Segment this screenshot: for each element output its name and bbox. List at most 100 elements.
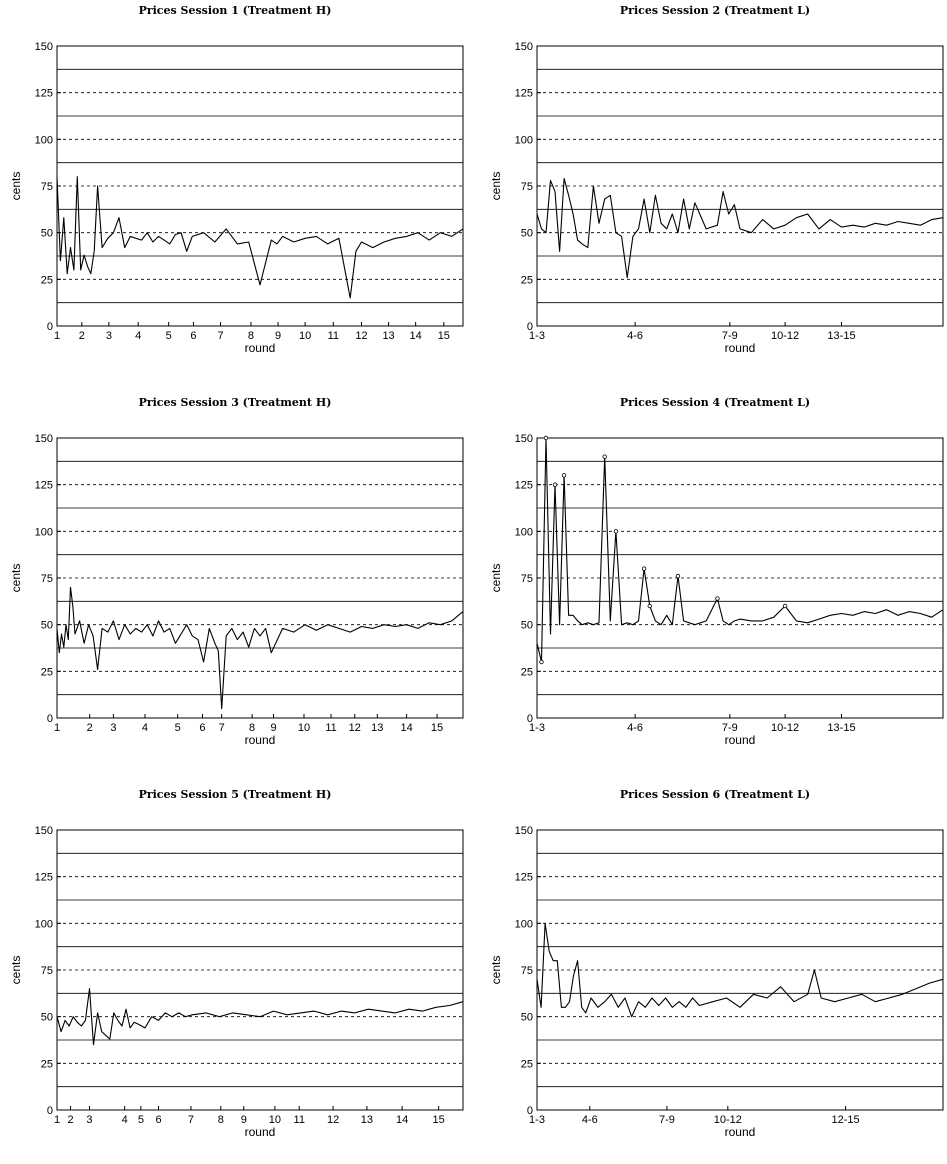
chart-title: Prices Session 3 (Treatment H) bbox=[138, 396, 332, 409]
data-point bbox=[543, 435, 549, 441]
x-tick-label: 13-15 bbox=[827, 330, 855, 342]
x-tick-label: 3 bbox=[106, 330, 112, 342]
y-axis-label: cents bbox=[489, 172, 503, 201]
x-tick-label: 14 bbox=[400, 722, 412, 734]
series-line bbox=[536, 177, 944, 279]
x-tick-label: 4 bbox=[142, 722, 148, 734]
y-tick-label: 25 bbox=[521, 1058, 533, 1070]
chart-title: Prices Session 1 (Treatment H) bbox=[138, 4, 332, 17]
series-line bbox=[536, 437, 944, 663]
x-tick-label: 4-6 bbox=[627, 330, 643, 342]
x-tick-label: 2 bbox=[87, 722, 93, 734]
y-tick-label: 100 bbox=[515, 134, 533, 146]
y-tick-label: 150 bbox=[515, 433, 533, 445]
x-tick-label: 6 bbox=[155, 1114, 161, 1126]
x-axis-label: round bbox=[245, 341, 276, 355]
y-tick-label: 25 bbox=[41, 274, 53, 286]
y-tick-label: 100 bbox=[35, 134, 53, 146]
y-tick-label: 150 bbox=[515, 825, 533, 837]
x-tick-label: 5 bbox=[138, 1114, 144, 1126]
y-tick-label: 0 bbox=[47, 321, 53, 333]
y-axis-label: cents bbox=[489, 564, 503, 593]
y-tick-label: 150 bbox=[35, 41, 53, 53]
y-axis-label: cents bbox=[489, 956, 503, 985]
y-axis-label: cents bbox=[9, 172, 23, 201]
chart-title: Prices Session 5 (Treatment H) bbox=[138, 788, 332, 801]
x-tick-label: 15 bbox=[433, 1114, 445, 1126]
series-line bbox=[56, 176, 464, 299]
x-tick-label: 15 bbox=[431, 722, 443, 734]
y-tick-label: 100 bbox=[515, 526, 533, 538]
y-tick-label: 125 bbox=[515, 480, 533, 492]
x-tick-label: 11 bbox=[294, 1114, 305, 1126]
data-point bbox=[552, 482, 558, 487]
x-axis-label: round bbox=[725, 733, 756, 747]
x-tick-label: 1 bbox=[54, 722, 60, 734]
x-tick-label: 14 bbox=[396, 1114, 408, 1126]
x-tick-label: 7 bbox=[188, 1114, 194, 1126]
y-tick-label: 0 bbox=[527, 321, 533, 333]
x-tick-label: 7-9 bbox=[722, 330, 738, 342]
y-tick-label: 125 bbox=[35, 88, 53, 100]
x-tick-label: 7-9 bbox=[722, 722, 738, 734]
y-tick-label: 100 bbox=[35, 918, 53, 930]
y-tick-label: 0 bbox=[47, 1105, 53, 1117]
x-tick-label: 13 bbox=[371, 722, 383, 734]
x-tick-label: 5 bbox=[166, 330, 172, 342]
chart-panel-5: Prices Session 5 (Treatment H) 0 25 50 75 100… bbox=[0, 784, 470, 1164]
chart-panel-3: Prices Session 3 (Treatment H) 0 25 50 75 100… bbox=[0, 392, 470, 772]
y-tick-label: 50 bbox=[521, 228, 533, 240]
y-tick-label: 75 bbox=[41, 181, 53, 193]
y-tick-label: 50 bbox=[41, 228, 53, 240]
x-tick-label: 5 bbox=[175, 722, 181, 734]
x-tick-label: 8 bbox=[249, 722, 255, 734]
x-tick-label: 9 bbox=[241, 1114, 247, 1126]
chart-title: Prices Session 6 (Treatment L) bbox=[619, 788, 811, 801]
y-tick-label: 125 bbox=[515, 872, 533, 884]
data-point bbox=[602, 454, 607, 459]
y-tick-label: 50 bbox=[521, 620, 533, 632]
x-tick-label: 10 bbox=[298, 722, 310, 734]
chart-title: Prices Session 4 (Treatment L) bbox=[619, 396, 811, 409]
y-tick-label: 0 bbox=[47, 713, 53, 725]
y-tick-label: 25 bbox=[41, 1058, 53, 1070]
y-tick-label: 150 bbox=[515, 41, 533, 53]
x-tick-label: 12-15 bbox=[831, 1114, 859, 1126]
x-tick-label: 8 bbox=[218, 1114, 224, 1126]
x-axis-label: round bbox=[725, 341, 756, 355]
data-point bbox=[675, 573, 681, 579]
data-point bbox=[613, 529, 619, 534]
x-tick-label: 7 bbox=[219, 722, 225, 734]
x-tick-label: 1-3 bbox=[529, 722, 545, 734]
series-line bbox=[536, 922, 944, 1018]
x-tick-label: 4 bbox=[135, 330, 141, 342]
chart-svg: 0 25 50 75 100 125 150 1-3 4-6 7-9 10-12 12-15 round… bbox=[489, 825, 944, 1139]
chart-panel-4: Prices Session 4 (Treatment L) 0 25 50 75 100… bbox=[480, 392, 947, 772]
x-tick-label: 7 bbox=[217, 330, 223, 342]
x-tick-label: 11 bbox=[328, 330, 339, 342]
chart-svg: 0 25 50 75 100 125 150 1-3 4-6 7-9 10-12 13-15 round… bbox=[489, 41, 944, 355]
y-tick-label: 0 bbox=[527, 713, 533, 725]
x-tick-label: 3 bbox=[110, 722, 116, 734]
x-tick-label: 4 bbox=[122, 1114, 128, 1126]
y-tick-label: 75 bbox=[41, 965, 53, 977]
y-tick-label: 50 bbox=[41, 620, 53, 632]
x-tick-label: 13 bbox=[361, 1114, 373, 1126]
data-point bbox=[647, 603, 652, 609]
x-tick-label: 13-15 bbox=[827, 722, 855, 734]
data-point bbox=[561, 473, 567, 478]
series-line bbox=[56, 988, 464, 1046]
y-tick-label: 150 bbox=[35, 433, 53, 445]
y-tick-label: 125 bbox=[515, 88, 533, 100]
y-tick-label: 150 bbox=[35, 825, 53, 837]
y-tick-label: 75 bbox=[521, 573, 533, 585]
x-tick-label: 11 bbox=[325, 722, 336, 734]
x-tick-label: 2 bbox=[67, 1114, 73, 1126]
y-tick-label: 100 bbox=[35, 526, 53, 538]
x-tick-label: 9 bbox=[270, 722, 276, 734]
y-tick-label: 75 bbox=[521, 181, 533, 193]
y-tick-label: 100 bbox=[515, 918, 533, 930]
